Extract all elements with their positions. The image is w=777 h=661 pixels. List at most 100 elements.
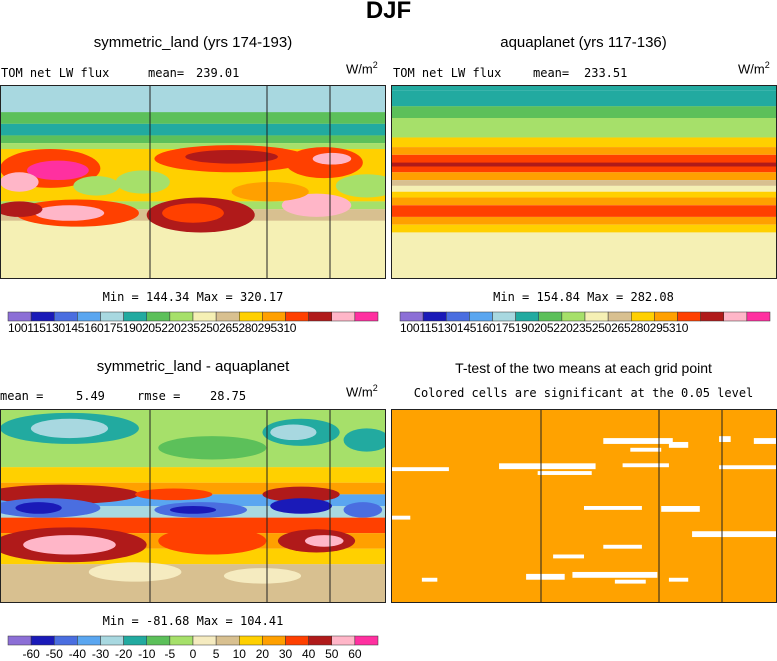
panel-1-colorbar [7, 311, 379, 322]
colorbar-swatch [422, 311, 447, 322]
non-significant-cell [391, 467, 449, 472]
map-feature [270, 498, 332, 514]
colorbar-swatch [77, 311, 101, 322]
non-significant-cell [719, 436, 731, 442]
colorbar-tick-label: 10 [233, 647, 247, 661]
map-feature [262, 486, 340, 503]
panel-1-mean-label: mean= [148, 66, 185, 80]
non-significant-cell [572, 571, 658, 578]
map-feature [158, 436, 267, 460]
panel-1-variable: TOM net LW flux [1, 66, 110, 80]
map-band [391, 180, 777, 186]
map-band [391, 191, 777, 198]
colorbar-swatch [7, 311, 32, 322]
map-feature [169, 506, 217, 514]
colorbar-swatch [192, 635, 217, 646]
map-band [391, 185, 777, 192]
panel-4-title: T-test of the two means at each grid poi… [455, 360, 712, 376]
non-significant-cell [668, 441, 689, 448]
colorbar-swatch [285, 635, 309, 646]
panel-3-minmax: Min = -81.68 Max = 104.41 [102, 614, 284, 628]
panel-2-variable: TOM net LW flux [393, 66, 502, 80]
non-significant-cell [603, 438, 673, 444]
colorbar-tick-label: 5 [213, 647, 220, 661]
map-band [391, 90, 777, 107]
colorbar-swatch [446, 311, 470, 322]
colorbar-swatch [239, 311, 263, 322]
non-significant-cell [614, 579, 646, 584]
map-band [391, 232, 777, 279]
map-band [391, 117, 777, 138]
map-feature [135, 488, 213, 501]
map-band [391, 224, 777, 233]
panel-3-units: W/m2 [346, 383, 378, 400]
map-feature [0, 201, 43, 217]
colorbar-swatch [285, 311, 309, 322]
map-band [0, 564, 386, 603]
colorbar-swatch [77, 635, 101, 646]
colorbar-swatch [399, 311, 424, 322]
colorbar-tick-label: -40 [69, 647, 87, 661]
colorbar-swatch [7, 635, 32, 646]
colorbar-swatch [192, 311, 217, 322]
colorbar-swatch [308, 311, 332, 322]
panel-1-colorbar-labels: 1001151301451601751902052202352502652802… [8, 321, 297, 335]
colorbar-swatch [561, 311, 586, 322]
map-band [0, 112, 386, 124]
map-feature [34, 205, 105, 221]
panel-4-subtitle: Colored cells are significant at the 0.0… [413, 386, 754, 400]
panel-1-title: symmetric_land (yrs 174-193) [93, 34, 293, 51]
map-feature [223, 568, 302, 584]
panel-2-units: W/m2 [738, 60, 770, 77]
colorbar-swatch [215, 635, 240, 646]
map-band [391, 162, 777, 167]
map-band [391, 197, 777, 206]
panel-3-title: symmetric_land - aquaplanet [96, 358, 290, 375]
map-feature [343, 428, 386, 452]
colorbar-swatch [354, 635, 379, 646]
non-significant-cell [692, 531, 777, 538]
panel-2-title: aquaplanet (yrs 117-136) [500, 34, 667, 51]
map-feature [23, 535, 116, 555]
map-feature [304, 535, 344, 547]
panel-2-colorbar [399, 311, 771, 322]
map-feature [270, 424, 317, 441]
colorbar-swatch [100, 311, 124, 322]
map-band [391, 147, 777, 155]
map-band [391, 106, 777, 118]
non-significant-cell [421, 577, 438, 582]
map-feature [115, 170, 170, 194]
colorbar-swatch [123, 311, 147, 322]
non-significant-cell [668, 577, 689, 582]
colorbar-swatch [677, 311, 701, 322]
panel-1-minmax: Min = 144.34 Max = 320.17 [102, 290, 284, 304]
colorbar-swatch [654, 311, 678, 322]
colorbar-swatch [30, 635, 55, 646]
colorbar-tick-label: 30 [279, 647, 293, 661]
map-band [0, 494, 386, 506]
non-significant-cell [719, 465, 777, 470]
non-significant-cell [630, 447, 662, 452]
colorbar-swatch [584, 311, 609, 322]
non-significant-cell [603, 544, 642, 549]
non-significant-cell [753, 438, 777, 444]
panel-2-colorbar-labels: 1001151301451601751902052202352502652802… [400, 321, 689, 335]
colorbar-swatch [746, 311, 771, 322]
map-band [0, 467, 386, 483]
map-band [0, 123, 386, 136]
colorbar-swatch [30, 311, 55, 322]
colorbar-swatch [146, 635, 171, 646]
map-feature [231, 182, 309, 202]
panel-2-minmax: Min = 154.84 Max = 282.08 [493, 290, 674, 304]
colorbar-swatch [262, 635, 286, 646]
map-feature [88, 562, 182, 582]
colorbar-swatch [262, 311, 286, 322]
colorbar-swatch [239, 635, 263, 646]
colorbar-swatch [492, 311, 516, 322]
non-significant-cell [391, 515, 411, 520]
colorbar-tick-label: -20 [115, 647, 133, 661]
colorbar-tick-label: 60 [348, 647, 362, 661]
colorbar-swatch [54, 635, 78, 646]
panel-3-rmse-value: 28.75 [210, 389, 247, 403]
map-feature [343, 502, 383, 518]
